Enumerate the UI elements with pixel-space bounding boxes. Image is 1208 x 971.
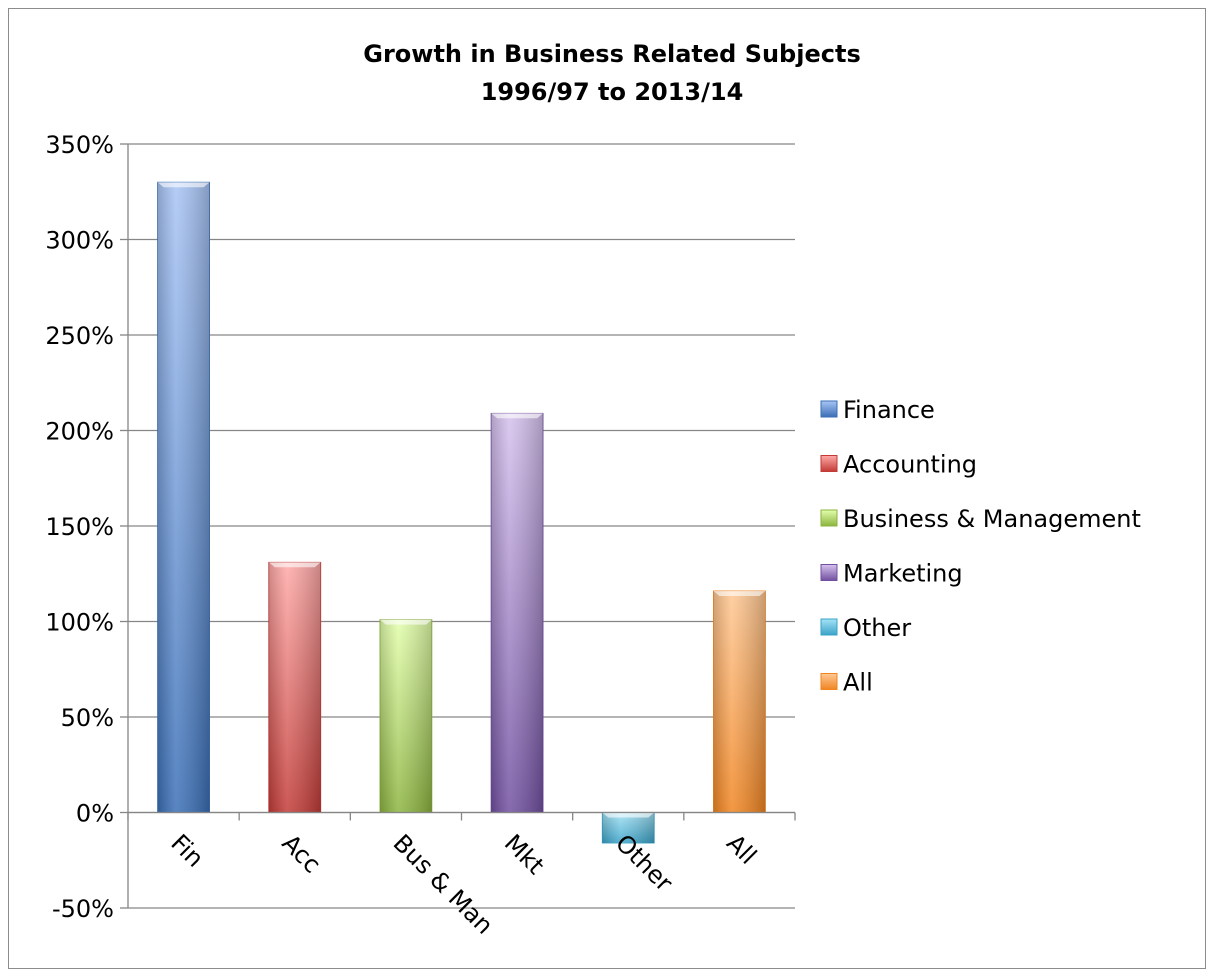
y-axis: -50% 0% 50% 100% 150% 200% 250% 300% 350%: [45, 131, 129, 923]
legend-label: Other: [843, 614, 911, 642]
bar-shade: [602, 812, 655, 844]
bar-shade: [268, 562, 321, 813]
y-tick-label: 100%: [45, 609, 114, 637]
legend-label: Marketing: [843, 560, 963, 588]
legend-swatch: [820, 400, 838, 418]
legend-swatch: [820, 564, 838, 581]
bar-shade: [713, 590, 766, 813]
x-tick-label: Acc: [277, 829, 327, 879]
legend-item: Accounting: [820, 451, 977, 479]
bar-shade: [157, 182, 210, 813]
legend-label: Accounting: [843, 451, 977, 479]
bar-bevel: [713, 590, 766, 596]
y-tick-label: -50%: [52, 895, 114, 923]
y-tick-label: 50%: [61, 704, 114, 732]
chart-title-line-1: Growth in Business Related Subjects: [363, 40, 860, 68]
bar-shade: [379, 619, 432, 813]
bar-bevel: [602, 812, 655, 818]
y-tick-label: 200%: [45, 418, 114, 446]
y-tick-label: 350%: [45, 131, 114, 159]
bar-shade: [491, 413, 544, 813]
y-tick-label: 250%: [45, 322, 114, 350]
chart-title-line-2: 1996/97 to 2013/14: [481, 78, 744, 106]
x-tick-label: Mkt: [499, 829, 550, 880]
legend-label: Finance: [843, 396, 935, 424]
x-tick-label: All: [721, 829, 762, 870]
bar-all: [713, 590, 766, 813]
x-tick-label: Fin: [165, 829, 209, 873]
y-tick-label: 300%: [45, 227, 114, 255]
chart-title: Growth in Business Related Subjects 1996…: [363, 40, 860, 106]
y-tick-label: 150%: [45, 513, 114, 541]
legend-item: Business & Management: [820, 505, 1141, 533]
legend-item: Other: [820, 614, 911, 642]
legend-label: All: [843, 669, 873, 697]
x-tick-label: Bus & Man: [388, 829, 499, 940]
legend-swatch: [820, 509, 838, 527]
legend-item: All: [820, 669, 873, 697]
bar-bevel: [379, 619, 432, 625]
bar-bevel: [268, 562, 321, 568]
bar-bevel: [157, 182, 210, 188]
y-tick-label: 0%: [76, 800, 114, 828]
legend-swatch: [820, 618, 838, 636]
legend-swatch: [820, 455, 838, 472]
bar-other: [601, 812, 655, 844]
legend-item: Finance: [820, 396, 935, 424]
bar-acc: [268, 561, 322, 813]
legend-label: Business & Management: [843, 505, 1141, 533]
bar-mkt: [490, 412, 544, 813]
x-axis: Fin Acc Bus & Man Mkt Other All: [127, 811, 796, 940]
bar-fin: [157, 181, 210, 813]
bars: [157, 181, 766, 844]
bar-bus-man: [379, 619, 433, 813]
gridlines: [128, 143, 795, 909]
legend: Finance Accounting Business & Management Ma…: [820, 396, 1141, 697]
legend-swatch: [820, 673, 838, 690]
bar-bevel: [491, 413, 544, 419]
legend-item: Marketing: [820, 560, 963, 588]
